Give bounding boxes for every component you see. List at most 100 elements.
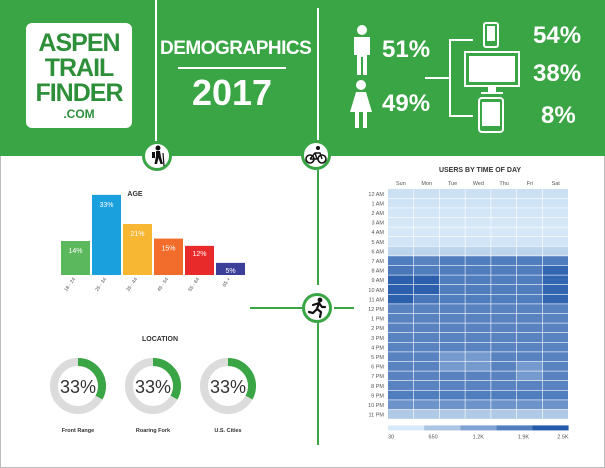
heatmap-cell [388,381,414,390]
heatmap-cell [491,313,517,323]
heatmap-hour-label: 10 AM [368,288,384,294]
heatmap-hour-label: 12 AM [368,192,384,198]
heatmap-cell [439,409,465,419]
heatmap-cell [439,390,465,400]
age-bar-label: 15% [161,246,175,253]
heatmap-day-label: Fri [527,181,533,187]
age-bar [185,245,214,275]
heatmap-cell [517,265,543,275]
heatmap-hour-label: 2 PM [371,326,384,332]
heatmap-cell [413,237,439,246]
heatmap-cell [491,352,517,362]
heatmap-cell [542,227,568,237]
heatmap-cell [465,265,491,275]
heatmap-cell [439,217,465,227]
heatmap-cell [388,275,414,285]
heatmap-cell [542,371,568,381]
connector-line-runner-right [334,307,354,309]
heatmap-cell [542,333,568,342]
heatmap-cell [413,313,439,323]
heatmap-cell [465,227,491,237]
heatmap-cell [465,361,491,371]
heatmap-cell [465,381,491,390]
heatmap-cell [388,409,414,419]
heatmap-cell [517,285,543,294]
heatmap-cell [517,361,543,371]
runner-icon [302,293,332,323]
location-donut-label: U.S. Cities [214,428,241,434]
heatmap-hour-label: 12 PM [368,307,384,313]
heatmap-cell [439,246,465,256]
heatmap-cell [517,227,543,237]
age-bar [92,194,121,275]
heatmap-cell [439,381,465,390]
heatmap-cell [491,217,517,227]
age-bar [61,241,90,275]
heatmap-cell [439,198,465,208]
heatmap-cell [542,275,568,285]
heatmap-cell [439,294,465,304]
heatmap-cell [517,313,543,323]
heatmap-hour-label: 10 PM [368,403,384,409]
heatmap-cell [413,285,439,294]
heatmap-cell [542,198,568,208]
heatmap-cell [465,208,491,218]
heatmap-cell [491,409,517,419]
heatmap-scale-label: 30 [388,434,394,440]
heatmap-cell [439,285,465,294]
connector-line-runner-left [250,307,302,309]
heatmap-cell [465,323,491,333]
heatmap-cell [517,237,543,246]
bicycle-icon [301,140,331,170]
heatmap-cell [465,275,491,285]
heatmap-cell [542,285,568,294]
heatmap-cell [517,246,543,256]
heatmap-cell [542,294,568,304]
age-bar [154,238,183,275]
connector-line-hiker [157,110,159,142]
logo-line-2: TRAIL [44,54,115,82]
heatmap-cell [491,237,517,246]
heatmap-hour-label: 7 PM [371,374,384,380]
heatmap-cell [388,371,414,381]
heatmap-cell [491,265,517,275]
location-donut-arc [200,358,256,414]
heatmap-cell [517,217,543,227]
heatmap-cell [413,409,439,419]
female-percent: 49% [382,90,431,117]
age-bar-chart: 14% 18 - 24 33% 25 - 34 21% 35 - 44 15% 45 - 54… [61,194,245,293]
heatmap-cell [413,217,439,227]
location-donut-value: 33% [210,377,246,397]
heatmap-cell [517,323,543,333]
heatmap-cell [388,400,414,410]
heatmap-cell [491,294,517,304]
heatmap-cell [517,381,543,390]
heatmap-cell [542,208,568,218]
heatmap-cell [413,400,439,410]
heatmap-scale-label: 1.2K [473,434,485,440]
heatmap-cell [491,323,517,333]
heatmap-cell [491,333,517,342]
heatmap-cell [542,352,568,362]
location-donut-arc [50,358,106,414]
heatmap-day-label: Thu [499,181,508,187]
heatmap-cell [517,342,543,352]
heatmap-cell [542,189,568,198]
heatmap-cell [439,400,465,410]
heatmap-cell [542,400,568,410]
location-title: LOCATION [141,336,179,343]
heatmap-cell [388,304,414,314]
heatmap-hour-label: 4 AM [371,230,384,236]
location-donut-label: Front Range [62,428,94,434]
heatmap-hour-label: 5 PM [371,355,384,361]
heatmap-hour-label: 2 AM [371,211,384,217]
heatmap-cell [465,217,491,227]
heatmap-cell [517,352,543,362]
heatmap-cell [491,390,517,400]
heatmap-cell [439,304,465,314]
heatmap-cell [413,265,439,275]
heatmap-cell [388,313,414,323]
age-tick-label: 25 - 34 [94,277,108,293]
heatmap-cell [517,198,543,208]
heatmap-cell [491,371,517,381]
